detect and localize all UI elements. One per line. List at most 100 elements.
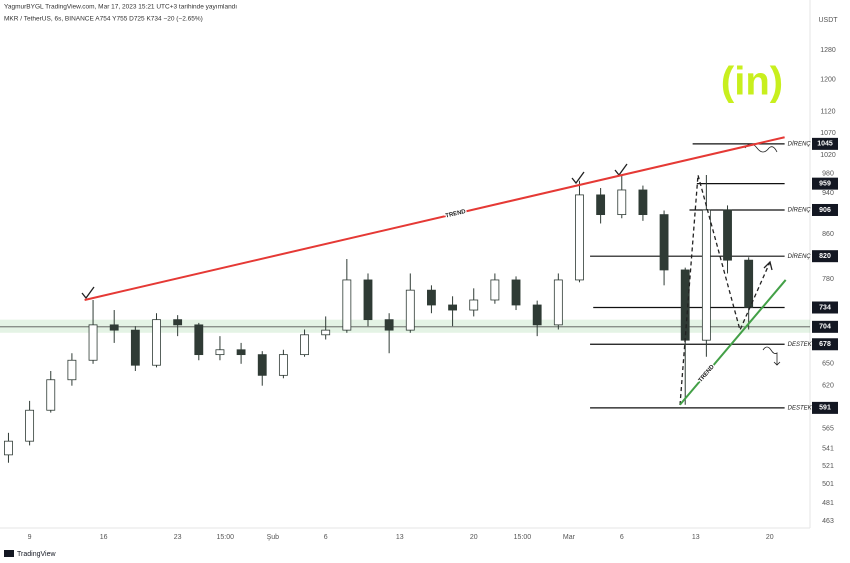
candle-body: [469, 299, 479, 311]
candle-body: [257, 354, 267, 376]
price-box: [812, 250, 838, 263]
candle-body: [596, 194, 606, 216]
candle-body: [194, 324, 204, 356]
footer: TradingView: [4, 550, 56, 558]
candle-body: [701, 209, 711, 341]
candle-body: [278, 354, 288, 376]
candle-body: [130, 329, 140, 366]
author-line: YagmurBYGL TradingView.com, Mar 17, 2023…: [4, 4, 237, 11]
y-tick-label: 1070: [820, 130, 836, 137]
projection-path: [679, 174, 771, 406]
x-tick-label: 9: [28, 534, 32, 541]
candle-body: [342, 279, 352, 331]
annotations: [81, 143, 781, 406]
y-tick-label: 650: [822, 361, 834, 368]
y-tick-label: 463: [822, 518, 834, 525]
symbol-legend: MKR / TetherUS, 6s, BINANCE A754 Y755 D7…: [4, 16, 203, 23]
x-tick-label: Şub: [267, 534, 280, 541]
level-name: DİRENÇ: [788, 207, 812, 214]
candle-body: [215, 349, 225, 356]
candle-body: [67, 359, 77, 381]
x-tick-label: 13: [396, 534, 404, 541]
level-name: DESTEK: [788, 342, 813, 348]
candle-body: [236, 349, 246, 356]
price-box-label: 1045: [817, 141, 833, 148]
candle-body: [173, 319, 183, 326]
candle-body: [46, 379, 56, 411]
candle-body: [511, 279, 521, 306]
y-tick-label: 940: [822, 190, 834, 197]
y-tick-label: 501: [822, 481, 834, 488]
arrow-head: [763, 260, 773, 271]
price-box-label: 734: [819, 304, 831, 311]
footer-text: TradingView: [17, 551, 56, 558]
y-tick-label: 1280: [820, 47, 836, 54]
x-tick-label: 20: [766, 534, 774, 541]
candle-body: [405, 289, 415, 331]
x-tick-label: 20: [470, 534, 478, 541]
candle-body: [617, 189, 627, 216]
candle-body: [300, 334, 309, 356]
y-tick-label: 521: [822, 463, 834, 470]
y-tick-label: 620: [822, 383, 834, 390]
candle-body: [88, 324, 98, 361]
x-tick-label: 6: [324, 534, 328, 541]
y-tick-label: 565: [822, 426, 834, 433]
level-name: DİRENÇ: [788, 253, 812, 260]
trend-line: [679, 279, 787, 406]
unit-label: USDT: [818, 17, 838, 24]
price-box: [812, 137, 838, 150]
level-name: DESTEK: [788, 405, 813, 411]
candle-body: [659, 214, 669, 271]
y-tick-label: 860: [822, 231, 834, 238]
candle-body: [723, 209, 732, 261]
price-box-label: 591: [819, 405, 831, 412]
candle-body: [384, 319, 394, 331]
candle-body: [575, 194, 584, 281]
candle-body: [638, 189, 648, 216]
y-tick-label: 481: [822, 500, 834, 507]
x-tick-label: 16: [100, 534, 108, 541]
price-box: [812, 177, 838, 190]
price-box: [812, 401, 838, 414]
candle-body: [553, 279, 563, 326]
check-mark: [81, 286, 95, 300]
candle-body: [363, 279, 373, 321]
price-box-label: 906: [819, 207, 831, 214]
y-tick-label: 1120: [820, 109, 835, 116]
y-tick-label: 980: [822, 170, 834, 177]
price-box-label: 678: [819, 341, 831, 348]
x-tick-label: 15:00: [514, 534, 532, 541]
candle-body: [427, 289, 436, 306]
y-tick-label: 1020: [820, 152, 836, 159]
footer-logo: [4, 550, 14, 557]
zigzag-arrow: [744, 143, 778, 153]
candle-body: [109, 324, 119, 331]
candle-body: [744, 259, 754, 308]
x-tick-label: Mar: [563, 534, 576, 541]
price-box-label: 704: [819, 324, 831, 331]
level-name: DİRENÇ: [788, 140, 812, 147]
price-box: [812, 301, 838, 314]
candle-body: [4, 440, 13, 456]
candle-body: [152, 319, 161, 366]
price-box: [812, 320, 838, 333]
price-box: [812, 338, 838, 351]
x-tick-label: 15:00: [216, 534, 234, 541]
candle-body: [532, 304, 542, 326]
candle-body: [448, 304, 458, 311]
price-box: [812, 203, 838, 216]
price-box-label: 820: [819, 253, 831, 260]
candle-body: [490, 279, 500, 301]
candle-body: [321, 329, 331, 336]
x-tick-label: 6: [620, 534, 624, 541]
x-tick-label: 23: [174, 534, 182, 541]
x-tick-label: 13: [692, 534, 700, 541]
check-mark: [571, 171, 585, 185]
zigzag-arrow: [762, 346, 781, 366]
y-tick-label: 541: [822, 446, 834, 453]
y-tick-label: 780: [822, 276, 834, 283]
price-box-label: 959: [819, 180, 831, 187]
y-tick-label: 1200: [820, 77, 836, 84]
